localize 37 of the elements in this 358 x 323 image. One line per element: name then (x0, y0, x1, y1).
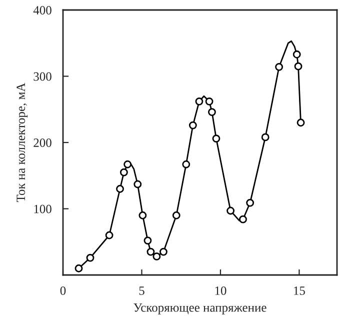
point (275, 63, 283, 71)
point (152, 252, 161, 260)
x-tick-label: 0 (60, 286, 66, 295)
point (195, 97, 204, 106)
point (74, 264, 83, 272)
x-axis-title: Ускоряющее напряжение (134, 303, 266, 314)
y-tick-label: 400 (33, 6, 52, 14)
point (261, 133, 270, 142)
point (120, 168, 128, 176)
point (239, 215, 247, 224)
point (124, 160, 132, 168)
point (205, 97, 214, 106)
point (134, 180, 142, 188)
y-tick-label: 300 (34, 72, 52, 81)
point (144, 236, 152, 244)
x-tick-label: 10 (215, 286, 226, 295)
point (182, 160, 190, 168)
point (208, 108, 216, 116)
x-tick-label: 15 (294, 286, 305, 295)
point (294, 62, 302, 70)
y-tick-label: 100 (34, 204, 52, 214)
y-axis-title: Ток на коллекторе, мА (16, 82, 28, 202)
point (160, 248, 168, 256)
y-tick-label: 200 (34, 138, 52, 147)
point (172, 211, 180, 220)
point (116, 184, 124, 193)
point (146, 248, 155, 256)
point (246, 198, 254, 207)
point (226, 206, 234, 215)
point (296, 118, 305, 127)
point (292, 50, 301, 58)
point (105, 231, 114, 240)
point (188, 121, 197, 130)
point (138, 211, 147, 220)
x-tick-label: 5 (139, 286, 144, 295)
point (86, 254, 94, 262)
point (212, 134, 220, 142)
